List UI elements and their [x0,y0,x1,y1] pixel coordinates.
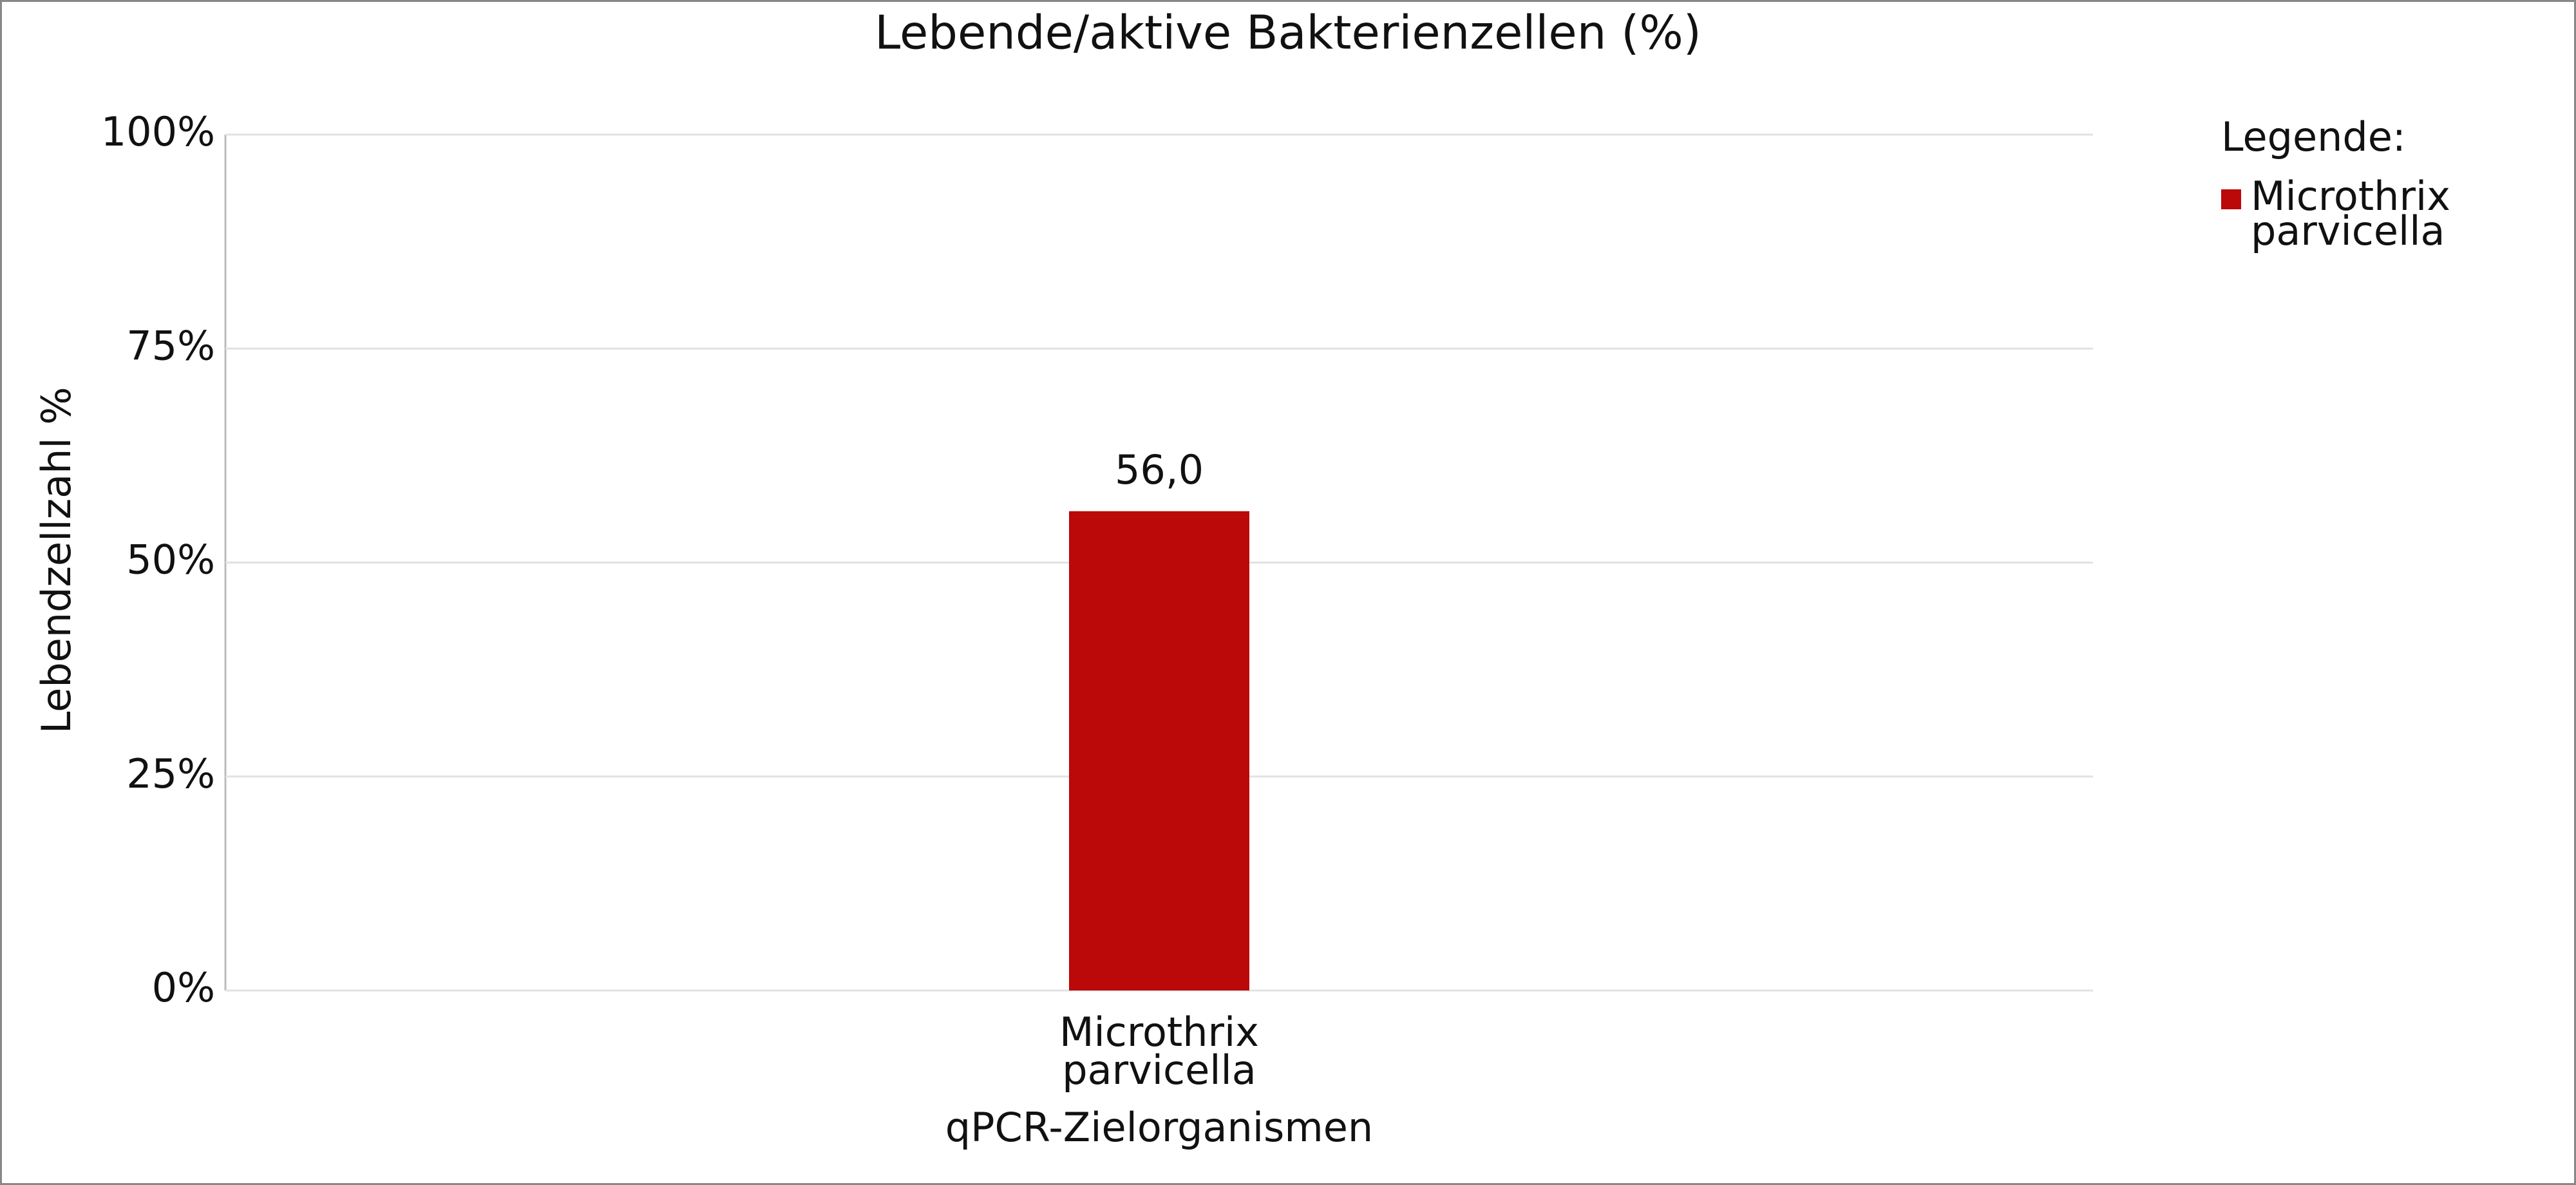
legend-swatch [2221,189,2241,209]
legend-label: Microthrix parvicella [2251,173,2450,254]
legend-title: Legende: [2221,113,2406,160]
x-axis-label: qPCR-Zielorganismen [945,1104,1373,1151]
x-tick-label: Microthrix parvicella [1059,1009,1259,1094]
y-tick-label: 25% [126,750,215,797]
y-tick-label: 0% [152,964,215,1011]
value-label: 56,0 [1115,446,1204,493]
y-tick-label: 50% [126,536,215,583]
chart-title: Lebende/aktive Bakterienzellen (%) [875,6,1701,60]
y-tick-label: 75% [126,322,215,369]
y-axis-label: Lebendzellzahl % [33,387,80,734]
y-tick-label: 100% [101,108,215,155]
bar [1069,511,1249,991]
